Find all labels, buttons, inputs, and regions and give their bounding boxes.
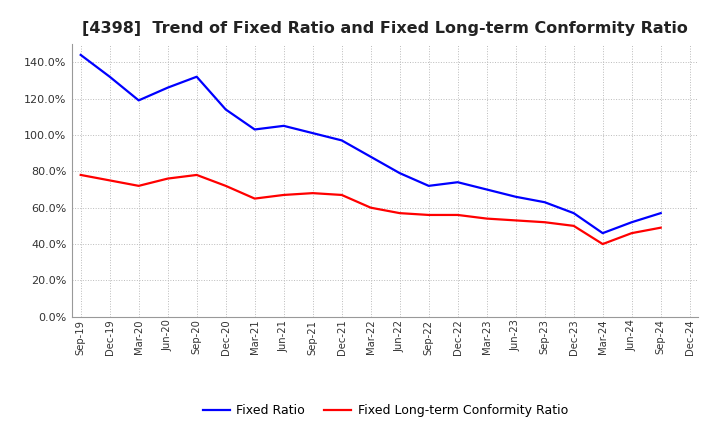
Fixed Long-term Conformity Ratio (454, 213, 462, 218)
Fixed Ratio (221, 107, 230, 112)
Fixed Ratio (627, 220, 636, 225)
Fixed Long-term Conformity Ratio (395, 210, 404, 216)
Fixed Ratio (105, 74, 114, 79)
Fixed Long-term Conformity Ratio (221, 183, 230, 188)
Fixed Ratio (251, 127, 259, 132)
Fixed Long-term Conformity Ratio (251, 196, 259, 201)
Fixed Long-term Conformity Ratio (308, 191, 317, 196)
Fixed Long-term Conformity Ratio (570, 223, 578, 228)
Fixed Ratio (657, 210, 665, 216)
Fixed Ratio (308, 131, 317, 136)
Fixed Ratio (366, 154, 375, 159)
Fixed Ratio (454, 180, 462, 185)
Fixed Ratio (163, 85, 172, 90)
Fixed Long-term Conformity Ratio (424, 213, 433, 218)
Fixed Ratio (511, 194, 520, 199)
Fixed Ratio (570, 210, 578, 216)
Fixed Long-term Conformity Ratio (366, 205, 375, 210)
Fixed Long-term Conformity Ratio (598, 242, 607, 247)
Fixed Long-term Conformity Ratio (279, 192, 288, 198)
Fixed Ratio (395, 170, 404, 176)
Fixed Long-term Conformity Ratio (627, 231, 636, 236)
Fixed Long-term Conformity Ratio (192, 172, 201, 178)
Line: Fixed Long-term Conformity Ratio: Fixed Long-term Conformity Ratio (81, 175, 661, 244)
Fixed Long-term Conformity Ratio (482, 216, 491, 221)
Title: [4398]  Trend of Fixed Ratio and Fixed Long-term Conformity Ratio: [4398] Trend of Fixed Ratio and Fixed Lo… (82, 21, 688, 36)
Fixed Ratio (424, 183, 433, 188)
Fixed Ratio (541, 200, 549, 205)
Legend: Fixed Ratio, Fixed Long-term Conformity Ratio: Fixed Ratio, Fixed Long-term Conformity … (197, 400, 573, 422)
Fixed Long-term Conformity Ratio (135, 183, 143, 188)
Fixed Ratio (76, 52, 85, 58)
Fixed Long-term Conformity Ratio (163, 176, 172, 181)
Fixed Ratio (482, 187, 491, 192)
Fixed Long-term Conformity Ratio (541, 220, 549, 225)
Fixed Long-term Conformity Ratio (511, 218, 520, 223)
Fixed Ratio (598, 231, 607, 236)
Fixed Ratio (192, 74, 201, 79)
Fixed Long-term Conformity Ratio (76, 172, 85, 178)
Fixed Ratio (338, 138, 346, 143)
Fixed Ratio (279, 123, 288, 128)
Fixed Ratio (135, 98, 143, 103)
Fixed Long-term Conformity Ratio (657, 225, 665, 230)
Fixed Long-term Conformity Ratio (105, 178, 114, 183)
Fixed Long-term Conformity Ratio (338, 192, 346, 198)
Line: Fixed Ratio: Fixed Ratio (81, 55, 661, 233)
